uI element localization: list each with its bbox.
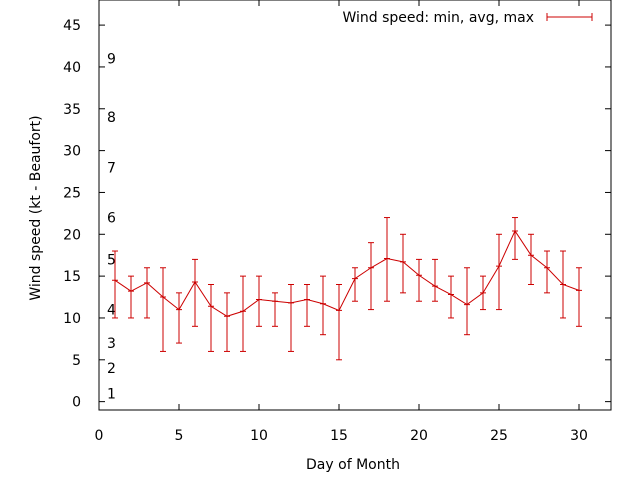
beaufort-label: 2 (107, 361, 116, 377)
series-avg-line (114, 229, 580, 317)
x-axis-label: Day of Month (306, 457, 400, 473)
x-tick-label: 30 (570, 428, 588, 444)
legend-label: Wind speed: min, avg, max (342, 10, 534, 26)
data-point (464, 301, 470, 308)
beaufort-label: 1 (107, 386, 116, 402)
series-group (112, 217, 582, 361)
data-point (528, 252, 534, 259)
data-point (176, 306, 182, 313)
data-point (144, 279, 150, 286)
beaufort-label: 7 (107, 160, 116, 176)
data-point (480, 289, 486, 296)
beaufort-label: 4 (107, 303, 116, 319)
data-point (160, 294, 166, 301)
data-point (336, 307, 342, 314)
y-tick-label: 45 (63, 18, 81, 34)
plot-frame (98, 0, 612, 411)
y-tick-label: 25 (63, 185, 81, 201)
y-tick-label: 35 (63, 102, 81, 118)
data-point (320, 300, 326, 307)
beaufort-label: 6 (107, 211, 116, 227)
data-point (544, 264, 550, 271)
y-tick-label: 30 (63, 144, 81, 160)
y-axis-label: Wind speed (kt - Beaufort) (28, 115, 44, 300)
y-tick-label: 20 (63, 227, 81, 243)
legend: Wind speed: min, avg, max (342, 10, 593, 26)
data-point (512, 227, 518, 234)
beaufort-label: 9 (107, 52, 116, 68)
data-point (128, 288, 134, 295)
y-tick-label: 40 (63, 60, 81, 76)
beaufort-label: 5 (107, 252, 116, 268)
data-point (560, 281, 566, 288)
y-tick-label: 10 (63, 311, 81, 327)
data-point (432, 283, 438, 290)
beaufort-scale-labels: 1 2 3 4 5 6 7 8 9 (107, 52, 116, 403)
x-tick-label: 0 (95, 428, 104, 444)
y-tick-label: 5 (72, 353, 81, 369)
y-tick-label: 15 (63, 269, 81, 285)
data-point (352, 275, 358, 282)
x-tick-label: 15 (330, 428, 348, 444)
x-tick-label: 25 (490, 428, 508, 444)
data-point (448, 291, 454, 298)
beaufort-label: 8 (107, 110, 116, 126)
data-point (416, 272, 422, 279)
x-tick-label: 20 (410, 428, 428, 444)
data-point (224, 313, 230, 320)
data-point (208, 303, 214, 310)
data-point (368, 264, 374, 271)
data-point (400, 258, 406, 265)
data-point (272, 298, 278, 305)
data-point (256, 296, 262, 303)
y-tick-label: 0 (72, 395, 81, 411)
data-point (304, 296, 310, 303)
data-point (192, 278, 198, 285)
data-point (384, 255, 390, 262)
x-tick-label: 5 (175, 428, 184, 444)
data-point (112, 277, 118, 284)
data-point (288, 299, 294, 306)
data-point (576, 287, 582, 294)
data-point (240, 308, 246, 315)
x-tick-label: 10 (250, 428, 268, 444)
data-point (496, 263, 502, 270)
beaufort-label: 3 (107, 336, 116, 352)
